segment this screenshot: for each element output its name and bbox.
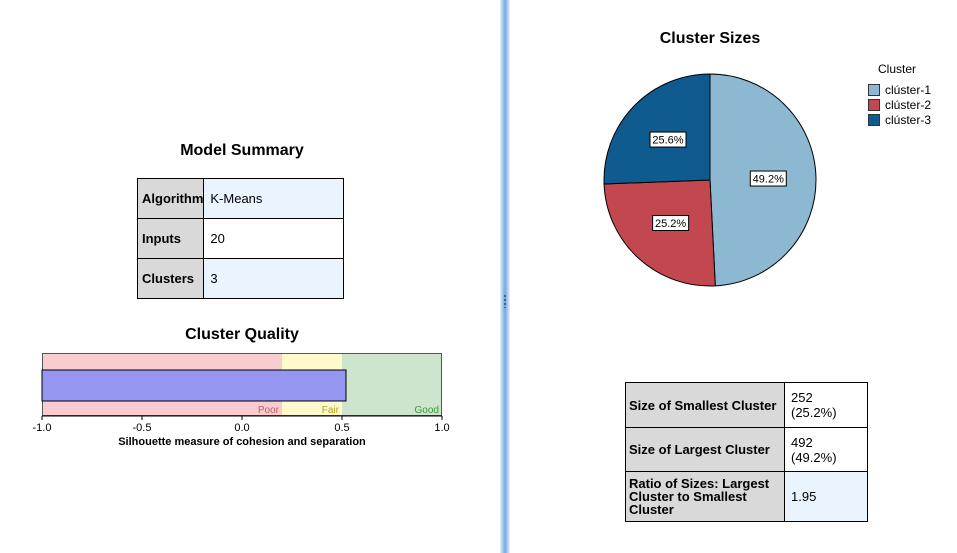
model-summary-table: Algorithm K-Means Inputs 20 Clusters 3: [136, 178, 345, 299]
model-summary-pane: Model Summary Algorithm K-Means Inputs 2…: [32, 142, 450, 448]
cluster-quality-title: Cluster Quality: [185, 326, 299, 343]
band-label: Good: [415, 405, 439, 416]
row-label-clusters: Clusters: [136, 258, 205, 299]
table-row: Algorithm K-Means: [136, 178, 345, 219]
slice-label: 25.2%: [655, 218, 686, 230]
slice-label: 25.6%: [652, 135, 683, 147]
x-tick-label: 0.0: [234, 422, 249, 434]
slice-label-box: [652, 214, 690, 231]
row-label-ratio: Ratio of Sizes: Largest Cluster to Small…: [625, 471, 785, 522]
x-axis-label: Silhouette measure of cohesion and separ…: [118, 436, 366, 448]
x-tick-label: 0.5: [334, 422, 349, 434]
band-good: [342, 353, 442, 416]
row-label-largest: Size of Largest Cluster: [625, 427, 785, 472]
pie-legend: Cluster clúster-1 clúster-2 clúster-3: [868, 62, 931, 127]
legend-swatch: [868, 113, 880, 126]
silhouette-bar: [41, 369, 347, 402]
x-tick-label: 1.0: [434, 422, 449, 434]
cluster-size-stats-table: Size of Smallest Cluster 252 (25.2%) Siz…: [625, 382, 868, 522]
table-row: Inputs 20: [136, 218, 345, 259]
band-label: Fair: [322, 405, 340, 416]
cluster-sizes-pane: Cluster Sizes 49.2% 25.2% 25.6% Cluster cl…: [510, 0, 957, 553]
row-label-smallest: Size of Smallest Cluster: [625, 382, 785, 428]
row-value-clusters: 3: [203, 258, 345, 299]
table-row: Size of Largest Cluster 492 (49.2%): [625, 427, 868, 472]
pane-splitter[interactable]: [500, 0, 510, 553]
legend-item-cluster-3: clúster-3: [868, 112, 931, 127]
pie-slice-3: [603, 73, 711, 185]
x-tick-label: -0.5: [133, 422, 152, 434]
model-summary-title: Model Summary: [180, 142, 304, 159]
row-label-inputs: Inputs: [136, 218, 205, 259]
row-value-ratio: 1.95: [784, 471, 868, 522]
x-tick-label: -1.0: [33, 422, 52, 434]
row-label-algorithm: Algorithm: [136, 178, 205, 219]
cluster-sizes-pie-chart: 49.2% 25.2% 25.6%: [603, 73, 817, 287]
row-value-smallest: 252 (25.2%): [784, 382, 868, 428]
legend-item-cluster-1: clúster-1: [868, 82, 931, 97]
slice-label-box: [649, 131, 687, 148]
row-value-inputs: 20: [203, 218, 345, 259]
legend-label: clúster-1: [885, 82, 932, 97]
cluster-quality-chart: Poor Fair Good -1.0 -0.5 0.0 0.5 1.0 Silhouette …: [33, 353, 450, 448]
splitter-grip-icon[interactable]: [503, 294, 507, 308]
row-value-algorithm: K-Means: [203, 178, 345, 219]
table-row: Size of Smallest Cluster 252 (25.2%): [625, 382, 868, 428]
legend-item-cluster-2: clúster-2: [868, 97, 931, 112]
legend-swatch: [868, 83, 880, 96]
pie-slice-2: [603, 179, 716, 287]
slice-label-box: [749, 170, 787, 187]
band-label: Poor: [258, 405, 280, 416]
table-row: Clusters 3: [136, 258, 345, 299]
row-value-largest: 492 (49.2%): [784, 427, 868, 472]
legend-label: clúster-2: [885, 97, 932, 112]
legend-title: Cluster: [878, 62, 917, 76]
slice-label: 49.2%: [753, 174, 784, 186]
table-row: Ratio of Sizes: Largest Cluster to Small…: [625, 471, 868, 522]
legend-label: clúster-3: [885, 112, 932, 127]
cluster-sizes-title: Cluster Sizes: [659, 30, 761, 47]
legend-swatch: [868, 98, 880, 111]
